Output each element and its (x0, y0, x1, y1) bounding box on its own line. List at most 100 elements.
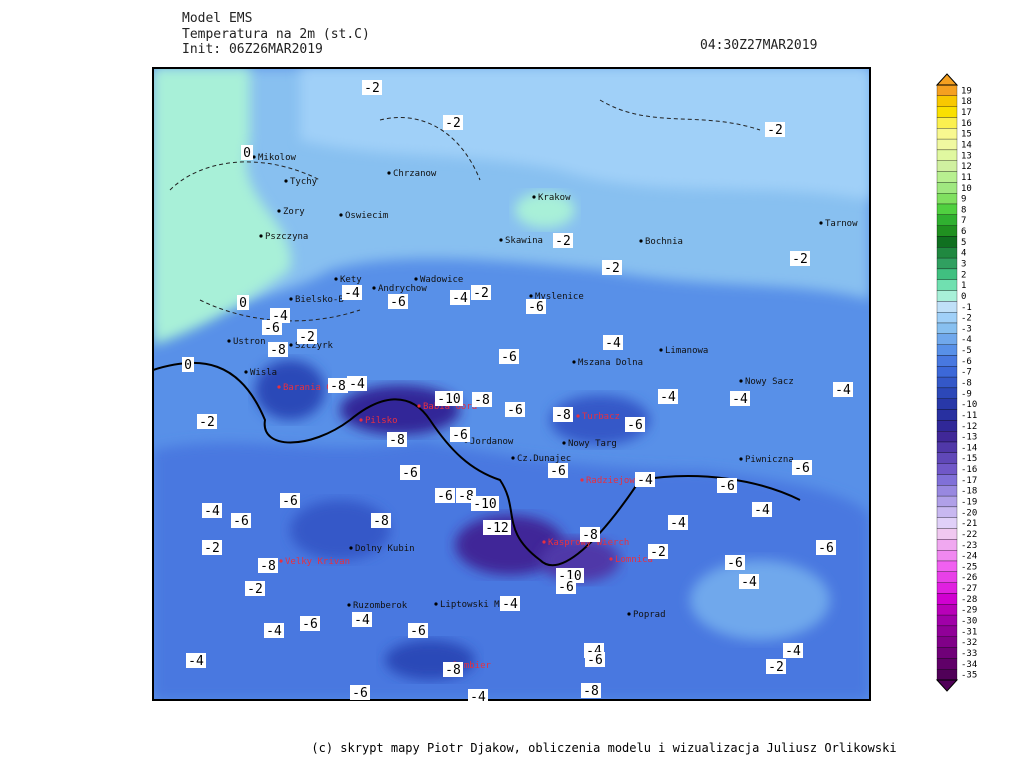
contour-label-box (182, 357, 194, 372)
contour-label-box (350, 685, 370, 700)
contour-label: -2 (364, 81, 380, 96)
city-marker (572, 360, 576, 364)
city-marker (499, 238, 503, 242)
contour-label-box (280, 493, 300, 508)
city-name: Mszana Dolna (578, 358, 643, 368)
contour-label-box (752, 502, 772, 517)
contour-label: -4 (188, 654, 204, 669)
contour-label: 0 (239, 296, 247, 311)
contour-label-box (297, 329, 317, 344)
colorbar-label: -24 (961, 552, 977, 562)
temperature-field (153, 68, 870, 700)
contour-label-box (625, 417, 645, 432)
colorbar-swatch (936, 539, 958, 551)
contour-label: -4 (605, 336, 621, 351)
colorbar-label: -12 (961, 422, 977, 432)
contour-label-box (362, 80, 382, 95)
contour-label-box (581, 683, 601, 698)
colorbar-swatch (936, 658, 958, 670)
contour-label: -10 (473, 497, 496, 512)
contour-label-box (300, 616, 320, 631)
peak-marker (279, 559, 283, 563)
city-marker (434, 602, 438, 606)
colorbar-arrow (935, 73, 959, 86)
city-marker (259, 234, 263, 238)
city-name: Skawina (505, 236, 543, 246)
colorbar-swatch (936, 225, 958, 237)
contour-label: -6 (558, 580, 574, 595)
colorbar-swatch (936, 128, 958, 140)
contour-label: -6 (507, 403, 523, 418)
city-marker (289, 343, 293, 347)
colorbar-swatch (936, 193, 958, 205)
city-name: Chrzanow (393, 169, 437, 179)
colorbar-label: 9 (961, 195, 966, 205)
contour-label: -8 (270, 343, 286, 358)
colorbar-swatch (936, 517, 958, 529)
contour-label: -4 (354, 613, 370, 628)
contour-label-box (765, 122, 785, 137)
contour-label: -4 (660, 390, 676, 405)
city-name: Jordanow (470, 437, 514, 447)
contour-label-box (471, 496, 499, 511)
contour-label: -6 (528, 300, 544, 315)
colorbar-label: -34 (961, 660, 977, 670)
colorbar-label: 15 (961, 130, 972, 140)
city-marker (349, 546, 353, 550)
colorbar-label: -3 (961, 324, 972, 334)
city-name: Mikolow (258, 153, 297, 163)
city-name: Krakow (538, 193, 571, 203)
contour-label: -2 (473, 286, 489, 301)
city-marker (532, 195, 536, 199)
colorbar-swatch (936, 301, 958, 313)
colorbar-label: -10 (961, 400, 977, 410)
colorbar-label: 18 (961, 97, 972, 107)
colorbar-label: -6 (961, 357, 972, 367)
colorbar-swatch (936, 322, 958, 334)
city-name: Tarnow (825, 219, 858, 229)
contour-label-box (328, 378, 348, 393)
city-name: Dolny Kubin (355, 544, 415, 554)
contour-label: -4 (344, 286, 360, 301)
contour-label: -6 (587, 653, 603, 668)
colorbar-label: 13 (961, 151, 972, 161)
colorbar-label: -22 (961, 530, 977, 540)
city-marker (387, 171, 391, 175)
colorbar-swatch (936, 495, 958, 508)
colorbar-label: 10 (961, 184, 972, 194)
contour-label: -4 (470, 690, 486, 705)
contour-label: -4 (754, 503, 770, 518)
contour-label: -8 (458, 489, 474, 504)
contour-label: -2 (767, 123, 783, 138)
colorbar-label: -9 (961, 389, 972, 399)
contour-label-box (790, 251, 810, 266)
peak-name: Kasprowy Wierch (548, 538, 629, 548)
colorbar-label: 4 (961, 249, 966, 259)
peak-marker (277, 385, 281, 389)
valid-time: 04:30Z27MAR2019 (700, 38, 817, 53)
contour-label: -2 (299, 330, 315, 345)
contour-label: -6 (452, 428, 468, 443)
colorbar-swatch (936, 149, 958, 161)
contour-label: -2 (792, 252, 808, 267)
colorbar-label: 5 (961, 238, 966, 248)
contour-label-box (352, 612, 372, 627)
city-marker (739, 457, 743, 461)
colorbar-swatch (936, 463, 958, 475)
contour-label-box (388, 294, 408, 309)
city-marker (252, 155, 256, 159)
contour-label-box (783, 643, 803, 658)
contour-label: -6 (264, 321, 280, 336)
colorbar-swatch (936, 550, 958, 562)
colorbar-swatch (936, 95, 958, 107)
colorbar-label: -27 (961, 584, 977, 594)
contour-label-box (400, 465, 420, 480)
colorbar-label: -35 (961, 671, 977, 681)
contour-label-box (468, 689, 488, 704)
contour-label-box (725, 555, 745, 570)
contour-label-box (237, 295, 249, 310)
colorbar-label: -16 (961, 465, 977, 475)
colorbar-swatch (936, 376, 958, 389)
city-name: Kety (340, 275, 362, 285)
contour-label-box (499, 349, 519, 364)
